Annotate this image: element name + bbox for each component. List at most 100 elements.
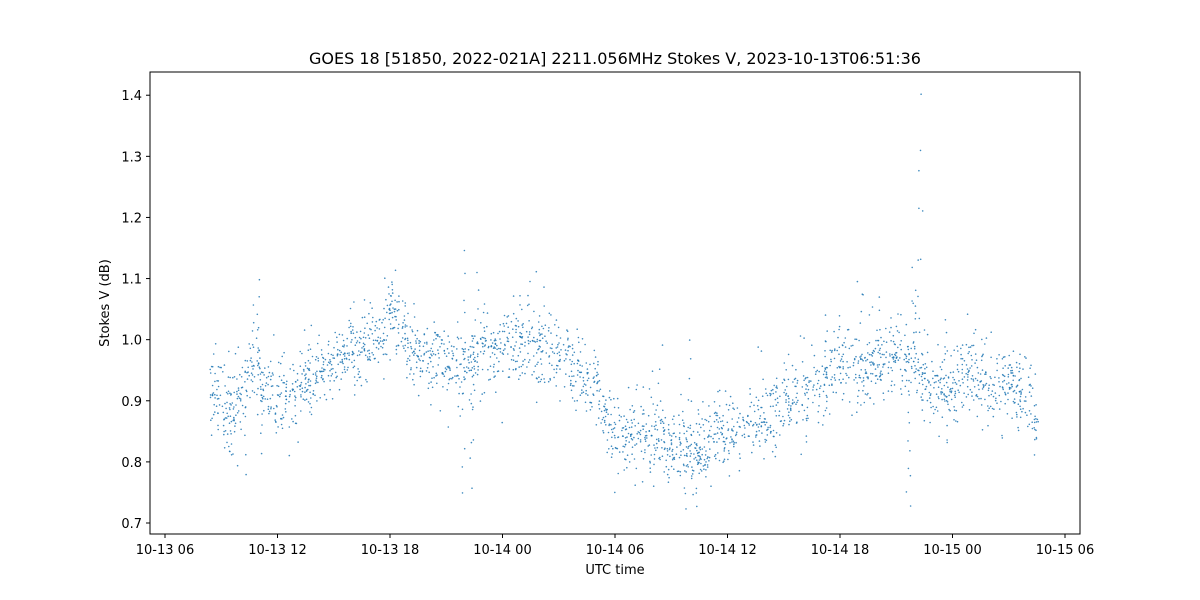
scatter-point-0-821 — [481, 393, 484, 395]
scatter-point-0-1907 — [870, 364, 872, 366]
scatter-point-0-115 — [393, 310, 396, 313]
scatter-point-0-2323 — [257, 374, 260, 376]
scatter-point-0-899 — [641, 481, 644, 483]
scatter-point-0-2395 — [1019, 353, 1021, 356]
scatter-point-0-1393 — [998, 381, 1000, 383]
scatter-point-0-2046 — [502, 353, 505, 356]
scatter-point-0-1030 — [426, 341, 428, 344]
scatter-point-0-285 — [888, 331, 891, 333]
scatter-point-0-308 — [854, 338, 856, 341]
scatter-point-0-353 — [824, 409, 827, 412]
scatter-point-0-1618 — [814, 373, 817, 376]
scatter-point-0-232 — [549, 377, 551, 380]
scatter-point-0-718 — [234, 422, 237, 425]
scatter-point-0-84 — [308, 344, 310, 346]
scatter-point-0-890 — [538, 376, 540, 379]
scatter-point-0-2257 — [316, 342, 319, 345]
scatter-point-0-946 — [752, 424, 754, 427]
scatter-point-0-2361 — [407, 346, 409, 349]
scatter-point-0-1637 — [468, 369, 471, 372]
scatter-point-0-2664 — [482, 311, 485, 314]
scatter-point-0-498 — [846, 361, 848, 363]
scatter-point-0-1581 — [947, 403, 949, 406]
scatter-point-0-2347 — [932, 370, 934, 373]
scatter-point-0-217 — [757, 426, 760, 428]
scatter-point-0-2101 — [464, 378, 466, 380]
scatter-point-0-293 — [656, 446, 659, 449]
scatter-point-0-1024 — [554, 324, 556, 326]
scatter-point-0-980 — [733, 425, 735, 428]
scatter-point-0-101 — [972, 380, 975, 382]
y-tick-label-2: 0.9 — [121, 395, 142, 410]
scatter-point-0-1800 — [318, 334, 320, 337]
scatter-point-0-670 — [227, 415, 229, 418]
scatter-point-0-330 — [581, 392, 583, 394]
scatter-point-0-1284 — [896, 330, 899, 332]
scatter-point-0-953 — [622, 435, 624, 438]
scatter-point-0-1276 — [849, 366, 851, 369]
scatter-point-0-2435 — [707, 456, 709, 458]
scatter-point-0-1296 — [890, 317, 892, 319]
scatter-point-0-1706 — [512, 348, 515, 350]
scatter-point-0-159 — [282, 416, 285, 419]
scatter-point-0-1446 — [966, 385, 969, 388]
scatter-point-0-2325 — [728, 475, 731, 477]
scatter-point-0-2027 — [938, 397, 940, 400]
scatter-point-0-393 — [352, 326, 354, 328]
scatter-point-0-2370 — [446, 348, 449, 350]
scatter-point-0-246 — [764, 438, 766, 441]
scatter-point-0-2597 — [437, 335, 439, 338]
scatter-point-0-767 — [258, 366, 261, 369]
scatter-point-0-1412 — [930, 393, 932, 395]
scatter-point-0-2369 — [460, 363, 462, 365]
scatter-point-0-1699 — [322, 378, 324, 380]
scatter-point-0-1723 — [693, 441, 696, 444]
scatter-point-0-2702 — [826, 377, 828, 379]
scatter-point-0-556 — [645, 434, 648, 437]
scatter-point-0-1182 — [731, 441, 733, 443]
scatter-point-0-706 — [220, 366, 222, 369]
scatter-point-0-1376 — [402, 345, 404, 347]
scatter-point-0-1168 — [803, 379, 805, 382]
y-axis: 0.70.80.91.01.11.21.31.4 — [121, 89, 150, 532]
scatter-point-0-1878 — [555, 364, 558, 367]
scatter-point-0-2627 — [389, 304, 391, 306]
scatter-point-0-2623 — [260, 452, 263, 455]
scatter-point-0-1081 — [281, 414, 284, 416]
scatter-point-0-491 — [565, 373, 567, 375]
scatter-point-0-1914 — [496, 357, 498, 359]
scatter-point-0-2106 — [499, 338, 501, 340]
scatter-point-0-2459 — [360, 337, 362, 340]
scatter-point-0-1668 — [549, 347, 552, 349]
scatter-point-0-371 — [433, 376, 435, 379]
scatter-point-0-1854 — [404, 344, 407, 347]
scatter-point-0-1898 — [830, 358, 832, 361]
scatter-point-0-740 — [435, 372, 438, 375]
scatter-point-0-1450 — [397, 332, 400, 334]
scatter-point-0-2071 — [683, 454, 686, 457]
scatter-point-0-709 — [1001, 434, 1003, 437]
scatter-point-0-1127 — [463, 366, 465, 369]
scatter-point-0-766 — [957, 350, 959, 352]
scatter-point-0-1736 — [1026, 414, 1028, 417]
scatter-point-0-2676 — [519, 304, 521, 306]
scatter-point-0-1759 — [394, 299, 396, 302]
scatter-point-0-107 — [876, 378, 879, 381]
scatter-point-0-777 — [682, 449, 685, 451]
scatter-point-0-1456 — [992, 383, 994, 386]
scatter-point-0-2589 — [471, 375, 474, 378]
scatter-point-0-1967 — [796, 382, 799, 384]
scatter-point-0-1571 — [309, 402, 311, 405]
scatter-point-0-816 — [800, 453, 802, 456]
scatter-point-0-1887 — [914, 365, 916, 367]
scatter-point-0-1407 — [961, 344, 964, 346]
scatter-point-0-1227 — [907, 345, 909, 348]
scatter-point-0-123 — [516, 360, 518, 363]
scatter-point-0-141 — [796, 401, 798, 404]
scatter-point-0-1924 — [806, 391, 808, 394]
scatter-point-0-16 — [446, 389, 449, 391]
scatter-point-0-1158 — [833, 330, 835, 333]
scatter-point-0-1920 — [392, 327, 395, 329]
scatter-point-0-1321 — [362, 336, 365, 339]
scatter-point-0-1827 — [766, 434, 769, 436]
